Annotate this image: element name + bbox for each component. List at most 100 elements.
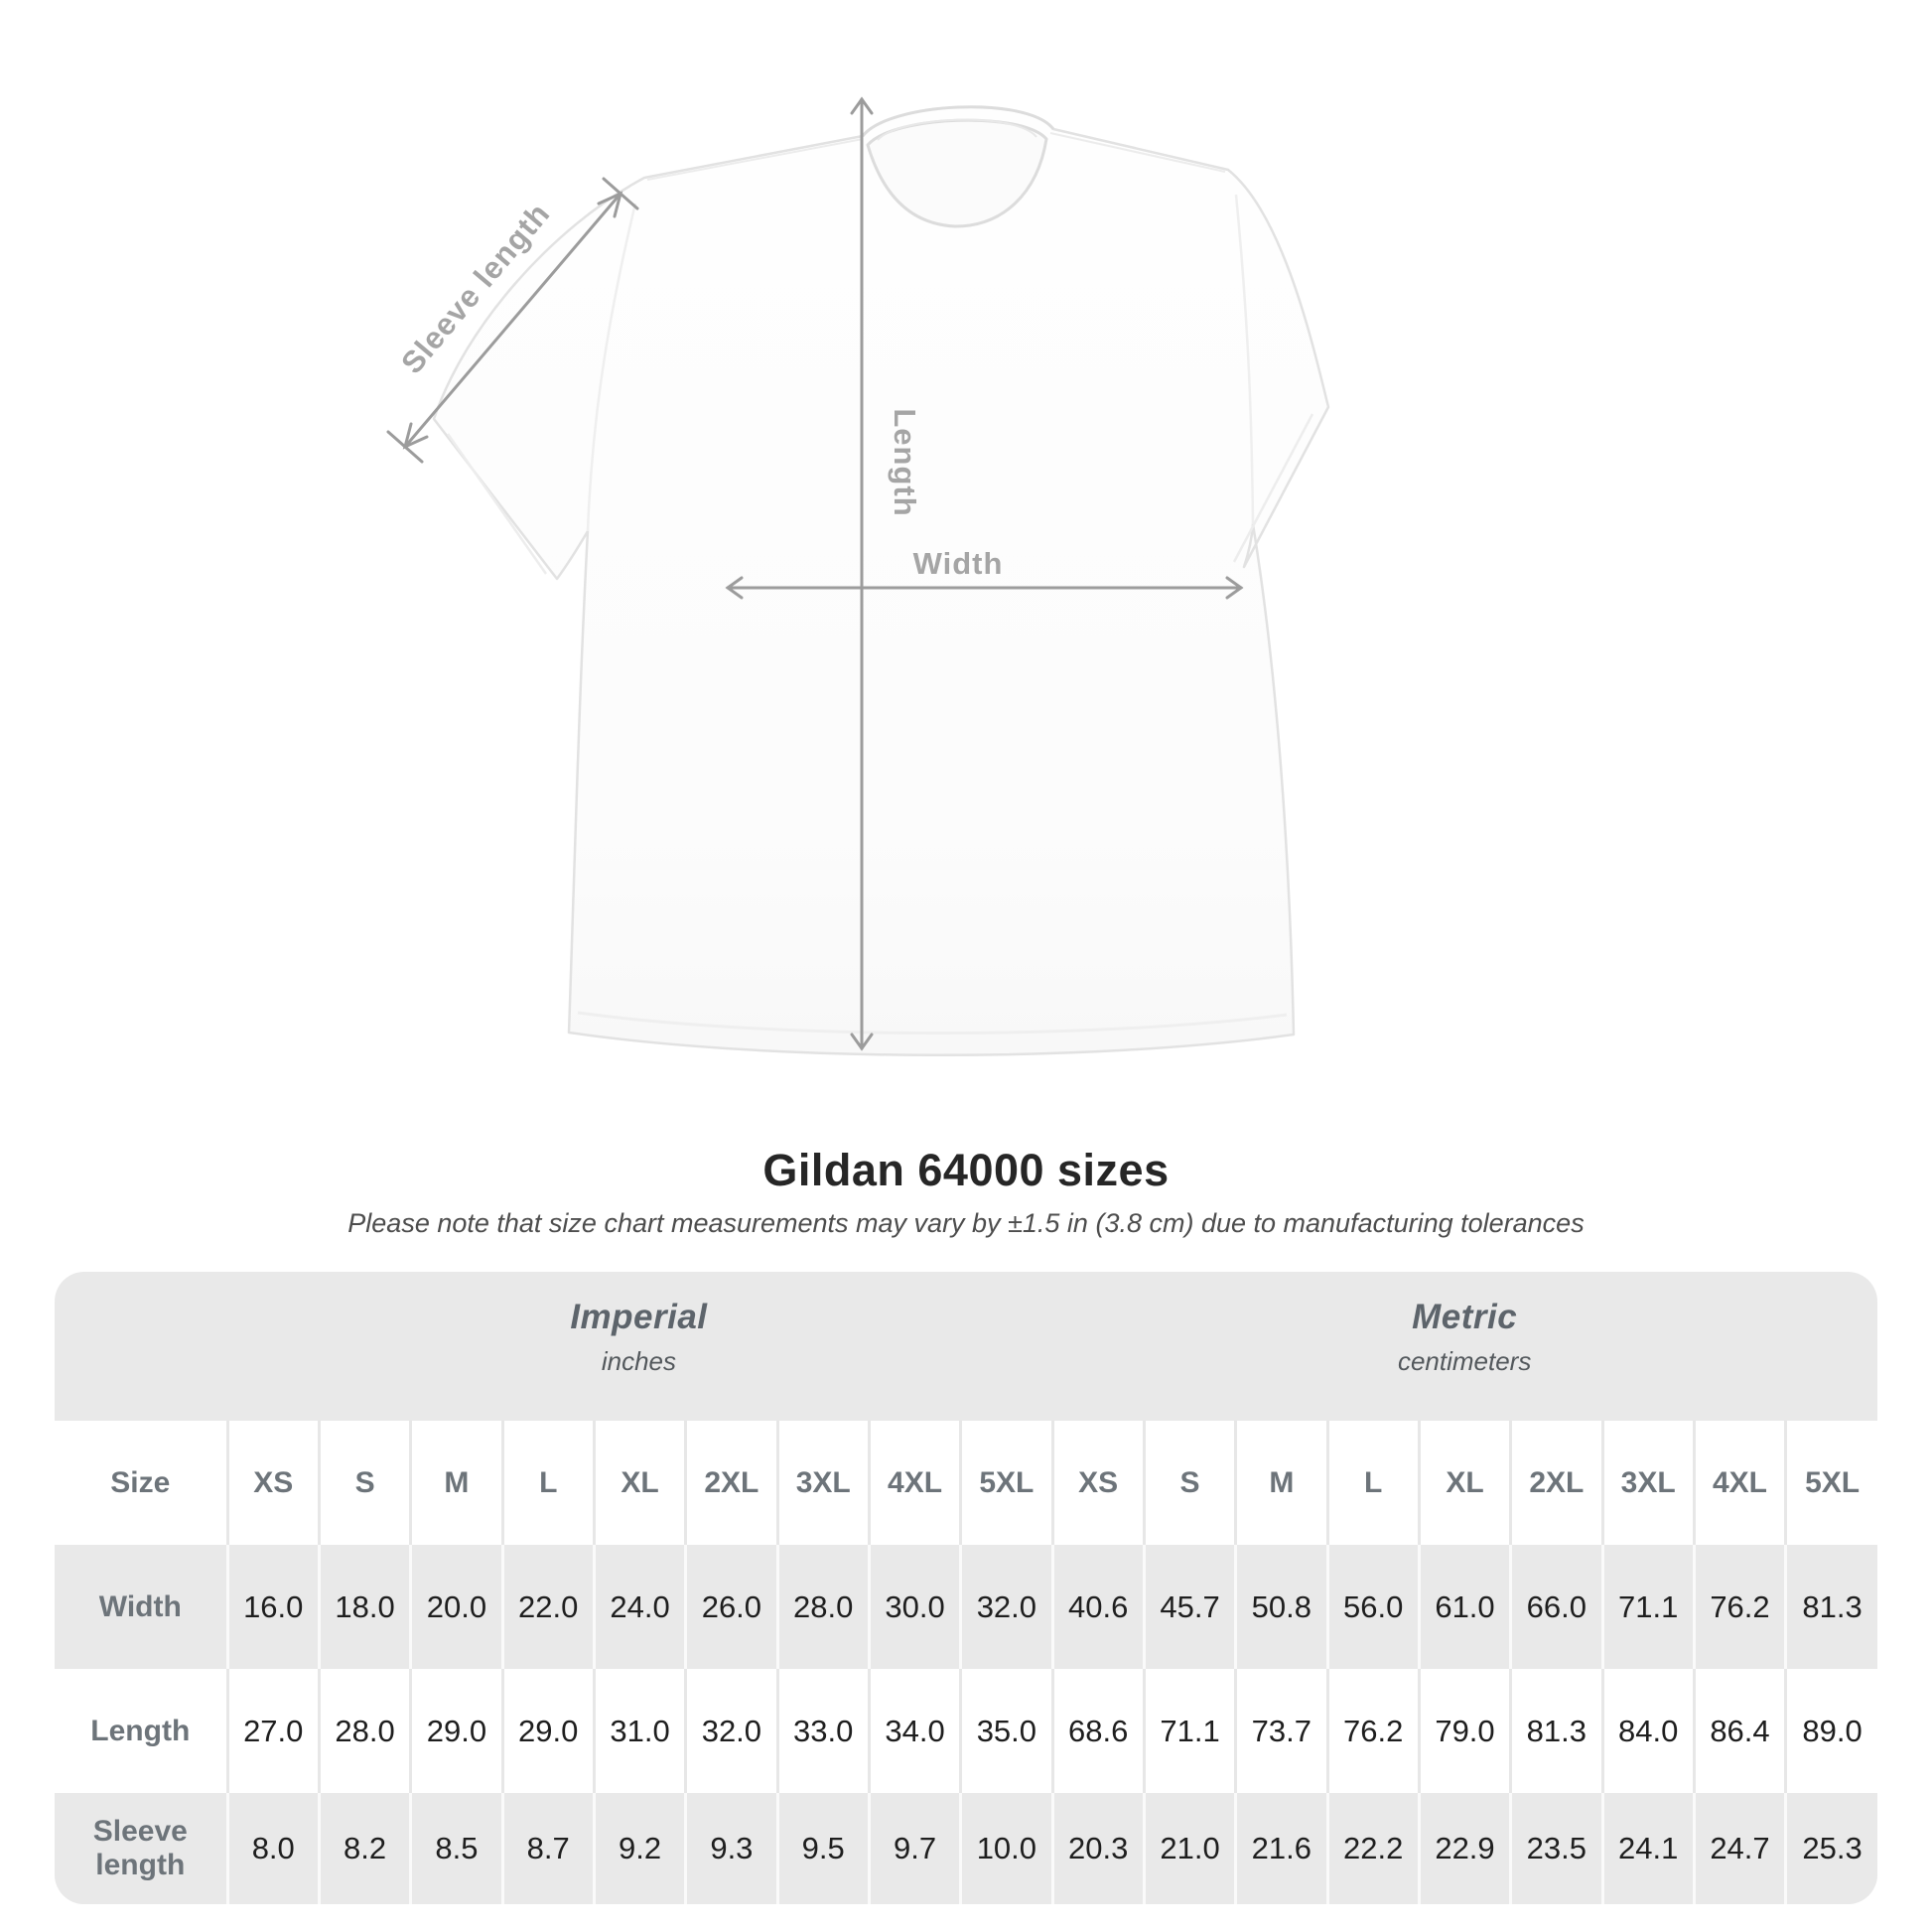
measurement-cell: 73.7 — [1234, 1669, 1328, 1793]
measurement-cell: 10.0 — [959, 1793, 1053, 1904]
size-column-header-imperial-xs: XS — [225, 1421, 320, 1545]
measurement-cell: 21.0 — [1142, 1793, 1236, 1904]
metric-label: Metric — [1412, 1298, 1518, 1336]
length-label: Length — [888, 408, 922, 516]
measurement-cell: 76.2 — [1692, 1545, 1786, 1669]
size-column-header-metric-3xl: 3XL — [1600, 1421, 1695, 1545]
size-column-header-metric-xs: XS — [1050, 1421, 1145, 1545]
measurement-cell: 25.3 — [1784, 1793, 1877, 1904]
measurement-cell: 29.0 — [500, 1669, 595, 1793]
measurement-cell: 45.7 — [1142, 1545, 1236, 1669]
size-column-header-metric-xl: XL — [1417, 1421, 1511, 1545]
size-column-header-imperial-3xl: 3XL — [775, 1421, 870, 1545]
measurement-cell: 24.1 — [1600, 1793, 1695, 1904]
measurement-cell: 28.0 — [775, 1545, 870, 1669]
measurement-cell: 9.7 — [867, 1793, 961, 1904]
measurement-cell: 31.0 — [592, 1669, 686, 1793]
imperial-unit: inches — [601, 1346, 676, 1376]
size-column-header-imperial-xl: XL — [592, 1421, 686, 1545]
measurement-cell: 23.5 — [1509, 1793, 1602, 1904]
measurement-cell: 34.0 — [867, 1669, 961, 1793]
size-column-header-imperial-s: S — [317, 1421, 411, 1545]
size-column-header-imperial-4xl: 4XL — [867, 1421, 961, 1545]
metric-group-header: Metric centimeters — [1051, 1272, 1877, 1421]
sleeve-dimension-line — [386, 177, 639, 464]
measurement-cell: 18.0 — [317, 1545, 411, 1669]
size-column-header: Size — [55, 1421, 228, 1545]
measurement-cell: 68.6 — [1050, 1669, 1145, 1793]
measurement-cell: 9.5 — [775, 1793, 870, 1904]
measurement-cell: 40.6 — [1050, 1545, 1145, 1669]
measurement-cell: 22.9 — [1417, 1793, 1511, 1904]
page-title: Gildan 64000 sizes — [762, 1145, 1170, 1195]
metric-unit: centimeters — [1397, 1346, 1532, 1376]
tolerance-note: Please note that size chart measurements… — [347, 1208, 1585, 1238]
measurement-cell: 22.0 — [500, 1545, 595, 1669]
measurement-cell: 29.0 — [409, 1669, 503, 1793]
size-column-header-metric-s: S — [1142, 1421, 1236, 1545]
row-label: Sleeve length — [55, 1793, 228, 1904]
measurement-cell: 16.0 — [225, 1545, 320, 1669]
measurement-cell: 26.0 — [684, 1545, 778, 1669]
imperial-label: Imperial — [570, 1298, 708, 1336]
table-row-length: Length 27.0 28.0 29.0 29.0 31.0 32.0 33.0 34.0 35… — [55, 1669, 1877, 1793]
measurement-cell: 8.5 — [409, 1793, 503, 1904]
table-row-width: Width 16.0 18.0 20.0 22.0 24.0 26.0 28.0 30.0 32.… — [55, 1545, 1877, 1669]
size-table: Size XS S M L XL 2XL 3XL 4XL 5XL XS S M L XL 2XL 3XL 4XL… — [55, 1421, 1877, 1904]
size-column-header-metric-2xl: 2XL — [1509, 1421, 1602, 1545]
table-row-sleeve-length: Sleeve length 8.0 8.2 8.5 8.7 9.2 9.3 9.5 9.7 10.… — [55, 1793, 1877, 1904]
measurement-cell: 22.2 — [1325, 1793, 1420, 1904]
width-dimension-line — [725, 576, 1244, 600]
dimension-annotations — [386, 96, 1244, 1051]
measurement-cell: 84.0 — [1600, 1669, 1695, 1793]
measurement-cell: 9.2 — [592, 1793, 686, 1904]
row-label: Width — [55, 1545, 228, 1669]
measurement-cell: 8.0 — [225, 1793, 320, 1904]
measurement-cell: 28.0 — [317, 1669, 411, 1793]
tshirt-collar — [861, 105, 1055, 228]
measurement-cell: 71.1 — [1600, 1545, 1695, 1669]
measurement-cell: 24.7 — [1692, 1793, 1786, 1904]
measurement-cell: 61.0 — [1417, 1545, 1511, 1669]
size-column-header-imperial-2xl: 2XL — [684, 1421, 778, 1545]
measurement-cell: 8.7 — [500, 1793, 595, 1904]
measurement-cell: 86.4 — [1692, 1669, 1786, 1793]
measurement-cell: 33.0 — [775, 1669, 870, 1793]
measurement-cell: 56.0 — [1325, 1545, 1420, 1669]
size-column-header-metric-m: M — [1234, 1421, 1328, 1545]
group-header-spacer — [55, 1272, 226, 1421]
width-label: Width — [913, 546, 1004, 581]
size-column-header-metric-5xl: 5XL — [1784, 1421, 1877, 1545]
row-label: Length — [55, 1669, 228, 1793]
size-header-row: Size XS S M L XL 2XL 3XL 4XL 5XL XS S M L XL 2XL 3XL 4XL… — [55, 1421, 1877, 1545]
size-chart-panel: Imperial inches Metric centimeters Size … — [55, 1272, 1877, 1904]
measurement-cell: 8.2 — [317, 1793, 411, 1904]
measurement-cell: 20.0 — [409, 1545, 503, 1669]
size-column-header-imperial-m: M — [409, 1421, 503, 1545]
measurement-cell: 32.0 — [684, 1669, 778, 1793]
length-dimension-line — [850, 96, 874, 1051]
measurement-cell: 24.0 — [592, 1545, 686, 1669]
measurement-cell: 21.6 — [1234, 1793, 1328, 1904]
unit-group-header: Imperial inches Metric centimeters — [55, 1272, 1877, 1421]
imperial-group-header: Imperial inches — [226, 1272, 1052, 1421]
size-column-header-imperial-5xl: 5XL — [959, 1421, 1053, 1545]
size-column-header-metric-4xl: 4XL — [1692, 1421, 1786, 1545]
measurement-cell: 89.0 — [1784, 1669, 1877, 1793]
measurement-cell: 32.0 — [959, 1545, 1053, 1669]
measurement-cell: 76.2 — [1325, 1669, 1420, 1793]
size-column-header-metric-l: L — [1325, 1421, 1420, 1545]
measurement-cell: 20.3 — [1050, 1793, 1145, 1904]
tshirt-graphic: Sleeve length Length Width — [386, 96, 1330, 1056]
measurement-cell: 9.3 — [684, 1793, 778, 1904]
measurement-cell: 27.0 — [225, 1669, 320, 1793]
measurement-cell: 71.1 — [1142, 1669, 1236, 1793]
measurement-cell: 30.0 — [867, 1545, 961, 1669]
measurement-cell: 50.8 — [1234, 1545, 1328, 1669]
measurement-cell: 79.0 — [1417, 1669, 1511, 1793]
measurement-cell: 81.3 — [1784, 1545, 1877, 1669]
size-table-body: Width 16.0 18.0 20.0 22.0 24.0 26.0 28.0 30.0 32.… — [55, 1545, 1877, 1904]
measurement-cell: 81.3 — [1509, 1669, 1602, 1793]
tshirt-measurement-diagram: Sleeve length Length Width — [386, 96, 1330, 1056]
size-column-header-imperial-l: L — [500, 1421, 595, 1545]
